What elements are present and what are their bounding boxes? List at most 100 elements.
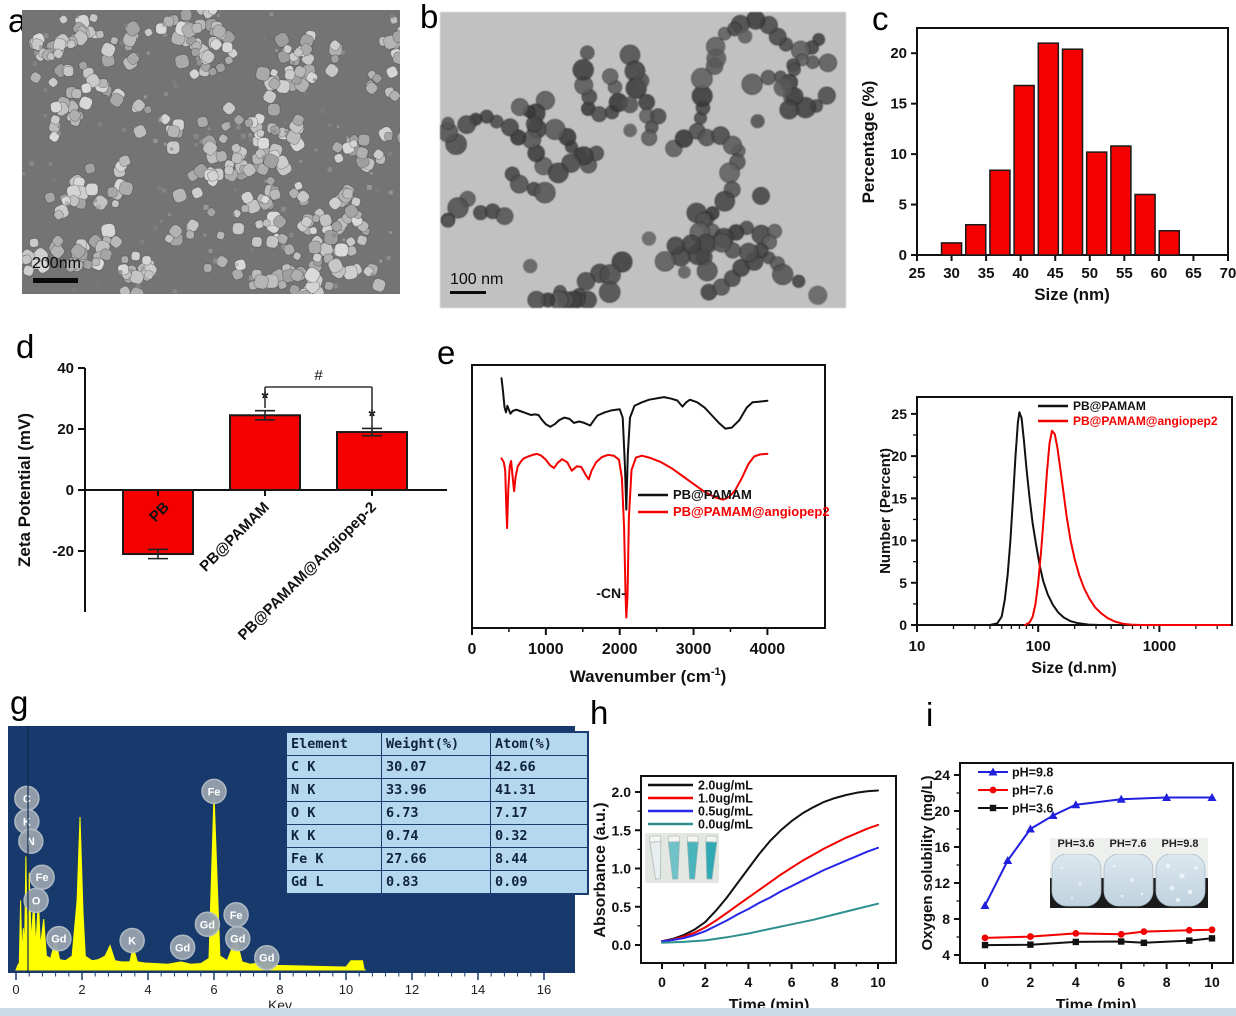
chart-label: 100 — [1026, 638, 1051, 655]
sem-particle — [50, 101, 62, 114]
tem-particle — [544, 118, 566, 141]
absorbance-kinetics-chart: 0 2 4 6 8 100.00.51.01.52.0 2.0ug/mL1.0ug/mL0.… — [592, 775, 897, 1014]
y-axis-label: Percentage (%) — [859, 81, 878, 204]
histogram-bar — [1037, 42, 1060, 256]
tem-particle — [598, 281, 621, 304]
chart-label: 0 — [899, 247, 907, 264]
sem-speck — [386, 256, 391, 261]
sem-speck — [216, 13, 221, 18]
y-axis-label: Oxygen solubility (mg/L) — [920, 775, 936, 950]
sem-particle — [129, 286, 145, 294]
zeta-bar — [122, 489, 194, 556]
sem-particle — [143, 269, 154, 280]
element-bubble — [254, 944, 280, 971]
eds-table-cell: C K — [285, 755, 382, 779]
sem-speck — [29, 161, 34, 166]
sem-particle — [298, 289, 312, 294]
sem-particle — [292, 114, 305, 127]
element-bubble — [18, 828, 44, 854]
solubility-curve — [984, 796, 1213, 907]
y-axis-label: Zeta Potential (mV) — [15, 413, 34, 567]
tem-particle — [591, 106, 608, 123]
sem-speck — [173, 84, 179, 89]
chart-label: 1.0 — [612, 861, 632, 877]
sem-particle — [372, 148, 385, 161]
sem-speck — [156, 186, 162, 191]
sem-particle — [242, 162, 257, 177]
data-marker — [1072, 930, 1080, 937]
eds-table-row: Fe K 27.66 8.44 — [285, 847, 589, 871]
sem-particle — [44, 191, 56, 204]
sem-particle — [304, 267, 321, 284]
bottom-strip — [0, 1008, 1236, 1016]
sem-particle — [272, 214, 287, 229]
tem-particle — [621, 96, 639, 114]
chart-label: 6 — [788, 974, 796, 990]
sem-speck — [248, 133, 253, 137]
eds-table-cell: 6.73 — [381, 801, 491, 825]
sem-particle — [166, 124, 181, 139]
sem-speck — [167, 213, 172, 217]
eds-table-cell: 30.07 — [381, 755, 491, 779]
eds-table-cell: Gd L — [285, 870, 382, 895]
eds-table-cell: 7.17 — [490, 801, 589, 825]
sem-particle — [91, 257, 101, 267]
sem-speck — [379, 259, 383, 263]
element-bubble-label: O — [32, 895, 41, 907]
sem-particle — [234, 259, 247, 271]
sem-particle — [344, 203, 359, 219]
chart-label: 50 — [1081, 265, 1098, 282]
sem-speck — [388, 151, 393, 156]
sem-speck — [263, 36, 266, 40]
sem-particle — [269, 68, 279, 77]
eds-table-cell: 42.66 — [490, 755, 589, 779]
chart-label: 10 — [891, 533, 907, 549]
sem-particle — [141, 255, 152, 266]
sem-particle — [53, 209, 64, 221]
sem-particle — [392, 51, 400, 65]
eds-table-header-row: Element Weight(%) Atom(%) — [285, 731, 589, 756]
sem-speck — [135, 283, 141, 288]
tem-particle — [641, 231, 657, 246]
sem-speck — [170, 147, 174, 151]
sem-speck — [140, 266, 146, 272]
tem-particle — [457, 115, 477, 135]
sem-particle — [211, 24, 227, 39]
sem-particle — [371, 278, 387, 293]
chart-label: 24 — [934, 767, 950, 783]
data-marker — [981, 941, 989, 949]
sem-particle — [255, 66, 271, 82]
sem-particle — [282, 44, 293, 54]
sem-particle — [109, 92, 125, 108]
tem-particle — [706, 48, 727, 69]
panel-label-b: b — [420, 0, 439, 35]
sem-particle — [215, 62, 226, 73]
sem-speck — [249, 275, 254, 281]
sem-particle — [256, 129, 265, 138]
sem-particle — [323, 230, 339, 245]
histogram-bar — [964, 223, 987, 256]
chart-label: 5 — [899, 197, 907, 214]
data-marker — [1140, 928, 1148, 935]
sem-particle — [392, 30, 400, 43]
sem-particle — [372, 73, 383, 84]
element-bubble-label: Gd — [230, 934, 245, 946]
chart-label: 8 — [1163, 974, 1171, 990]
sem-speck — [264, 179, 268, 183]
dls-curve — [1024, 429, 1231, 626]
chart-label: 55 — [1116, 265, 1133, 282]
sem-speck — [83, 262, 86, 266]
data-marker — [1072, 938, 1079, 946]
sem-speck — [153, 138, 158, 143]
zeta-bar — [336, 431, 408, 492]
sem-speck — [196, 56, 200, 60]
legend-entry: 0.0ug/mL — [698, 818, 753, 832]
kinetics-curve — [661, 789, 879, 943]
legend-entry: 1.0ug/mL — [698, 792, 753, 806]
axis-tick-label: 0 — [12, 982, 19, 997]
element-bubble-label: Fe — [208, 786, 221, 798]
sem-speck — [269, 12, 274, 17]
sem-particle — [215, 150, 228, 163]
panel-label-e: e — [437, 334, 456, 371]
